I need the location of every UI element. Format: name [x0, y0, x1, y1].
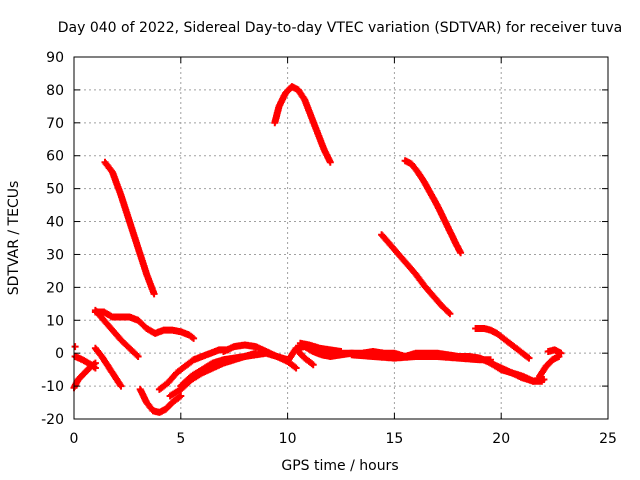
series-arc-a — [101, 158, 158, 298]
data-point-markers — [101, 158, 158, 298]
data-point-markers — [497, 364, 548, 385]
grid — [74, 57, 608, 419]
data-layer — [70, 83, 565, 416]
series-arc-g — [472, 325, 533, 362]
y-tick-label: 30 — [46, 247, 64, 263]
data-point-markers — [136, 385, 185, 416]
data-point-markers — [296, 339, 345, 355]
data-point-markers — [544, 346, 565, 357]
y-tick-label: -20 — [41, 412, 64, 428]
series-arc-f — [91, 306, 142, 360]
y-axis-label: SDTVAR / TECUs — [6, 181, 22, 296]
series-arc-j — [91, 344, 125, 390]
series-arc-t — [348, 351, 494, 364]
ticks — [73, 56, 609, 420]
y-tick-label: 40 — [46, 215, 64, 231]
series-arc-i — [71, 353, 99, 372]
y-tick-labels: -20 -10 0 10 20 30 40 50 60 70 80 90 — [41, 50, 64, 428]
data-point-markers — [378, 231, 454, 318]
series-arc-k — [136, 385, 185, 416]
data-point-markers — [271, 83, 334, 166]
y-tick-label: 80 — [46, 83, 64, 99]
x-tick-label: 10 — [279, 431, 297, 447]
data-point-markers — [401, 157, 465, 257]
data-point-markers — [71, 343, 79, 351]
data-point-markers — [91, 306, 142, 360]
series-arc-x — [544, 346, 565, 357]
series-arc-q — [294, 348, 317, 369]
series-arc-y — [71, 343, 79, 351]
y-tick-label: 50 — [46, 182, 64, 198]
x-tick-label: 25 — [599, 431, 617, 447]
y-tick-label: 0 — [55, 346, 64, 362]
series-arc-b — [271, 83, 334, 166]
series-arc-d — [378, 231, 454, 318]
x-tick-label: 20 — [492, 431, 510, 447]
y-tick-label: -10 — [41, 379, 64, 395]
series-arc-w — [536, 353, 563, 380]
data-point-markers — [536, 353, 563, 380]
series-arc-v — [497, 364, 548, 385]
x-tick-label: 0 — [70, 431, 79, 447]
data-point-markers — [155, 346, 232, 393]
x-tick-labels: 0 5 10 15 20 25 — [70, 431, 617, 447]
x-tick-label: 15 — [385, 431, 403, 447]
data-point-markers — [71, 353, 99, 372]
plot-frame — [73, 56, 609, 420]
chart-title: Day 040 of 2022, Sidereal Day-to-day VTE… — [58, 20, 622, 36]
series-arc-r — [296, 339, 345, 355]
x-tick-label: 5 — [176, 431, 185, 447]
data-point-markers — [472, 325, 533, 362]
data-point-markers — [294, 348, 317, 369]
y-tick-label: 70 — [46, 116, 64, 132]
data-point-markers — [91, 344, 125, 390]
y-tick-label: 20 — [46, 280, 64, 296]
series-arc-l — [155, 346, 232, 393]
data-point-markers — [348, 351, 494, 364]
y-tick-label: 10 — [46, 313, 64, 329]
x-axis-label: GPS time / hours — [281, 458, 398, 474]
y-tick-label: 90 — [46, 50, 64, 66]
series-arc-c — [401, 157, 465, 257]
y-tick-label: 60 — [46, 149, 64, 165]
